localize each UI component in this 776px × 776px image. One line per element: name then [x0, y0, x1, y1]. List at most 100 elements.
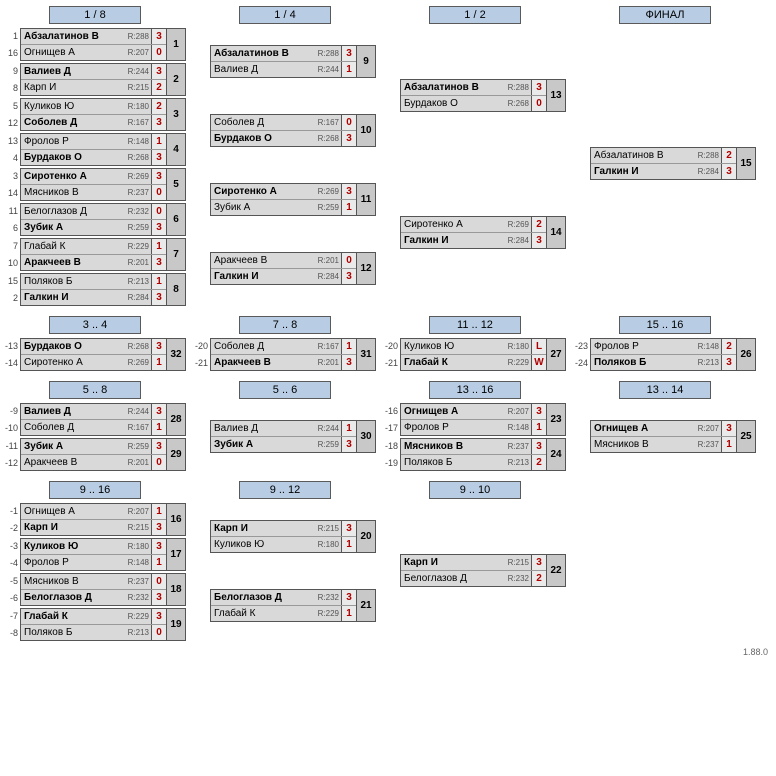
match-17[interactable]: -3-4Куликов ЮR:1803Фролов РR:148117: [4, 538, 186, 571]
player-rating: R:229: [119, 242, 151, 251]
player-score: 1: [341, 62, 356, 77]
player-rating: R:167: [119, 118, 151, 127]
match-16[interactable]: -1-2Огнищев АR:2071Карп ИR:215316: [4, 503, 186, 536]
player-name: Бурдаков О: [21, 341, 119, 352]
match-23[interactable]: -16-17Огнищев АR:2073Фролов РR:148123: [384, 403, 566, 436]
player-score: 3: [721, 164, 736, 179]
match-29[interactable]: -11-12Зубик АR:2593Аракчеев ВR:201029: [4, 438, 186, 471]
match-31[interactable]: -20-21Соболев ДR:1671Аракчеев ВR:201331: [194, 338, 376, 371]
match-id: 10: [357, 114, 376, 147]
match-id: 22: [547, 554, 566, 587]
match-24[interactable]: -18-19Мясников ВR:2373Поляков БR:213224: [384, 438, 566, 471]
player-name: Глабай К: [21, 611, 119, 622]
player-rating: R:232: [309, 593, 341, 602]
player-name: Аракчеев В: [211, 255, 309, 266]
player-name: Куликов Ю: [21, 101, 119, 112]
player-name: Зубик А: [21, 222, 119, 233]
seed-col: -16-17: [384, 403, 400, 436]
player-name: Карп И: [211, 523, 309, 534]
match-21[interactable]: Белоглазов ДR:2323Глабай КR:229121: [194, 589, 376, 622]
player-row: Аракчеев ВR:2010: [21, 455, 166, 470]
match-20[interactable]: Карп ИR:2153Куликов ЮR:180120: [194, 520, 376, 553]
seed-col: [194, 114, 210, 147]
match-22[interactable]: Карп ИR:2153Белоглазов ДR:232222: [384, 554, 566, 587]
player-name: Глабай К: [21, 241, 119, 252]
player-score: 3: [151, 64, 166, 79]
player-score: 3: [341, 131, 356, 146]
player-score: 1: [341, 606, 356, 621]
player-score: 3: [151, 539, 166, 554]
player-score: 3: [341, 46, 356, 61]
player-score: 1: [341, 339, 356, 354]
seed: -1: [4, 506, 18, 516]
player-score: 1: [341, 421, 356, 436]
player-row: Поляков БR:2133: [591, 355, 736, 370]
match-7[interactable]: 710Глабай КR:2291Аракчеев ВR:20137: [4, 238, 186, 271]
match-4[interactable]: 134Фролов РR:1481Бурдаков ОR:26834: [4, 133, 186, 166]
match-pair: Абзалатинов ВR:2883Валиев ДR:2441: [210, 45, 357, 78]
seed: 12: [4, 118, 18, 128]
match-pair: Сиротенко АR:2693Мясников ВR:2370: [20, 168, 167, 201]
match-32[interactable]: -13-14Бурдаков ОR:2683Сиротенко АR:26913…: [4, 338, 186, 371]
player-score: 1: [341, 200, 356, 215]
seed: 2: [4, 293, 18, 303]
player-rating: R:213: [119, 277, 151, 286]
match-3[interactable]: 512Куликов ЮR:1802Соболев ДR:16733: [4, 98, 186, 131]
header-p912: 9 .. 12: [239, 481, 331, 499]
seed-col: [574, 420, 590, 453]
player-name: Глабай К: [401, 357, 499, 368]
player-rating: R:148: [119, 558, 151, 567]
player-score: 3: [151, 590, 166, 605]
match-30[interactable]: Валиев ДR:2441Зубик АR:259330: [194, 420, 376, 453]
match-6[interactable]: 116Белоглазов ДR:2320Зубик АR:25936: [4, 203, 186, 236]
match-14[interactable]: Сиротенко АR:2692Галкин ИR:284314: [384, 216, 566, 249]
player-row: Белоглазов ДR:2320: [21, 204, 166, 220]
match-8[interactable]: 152Поляков БR:2131Галкин ИR:28438: [4, 273, 186, 306]
match-pair: Огнищев АR:2073Мясников ВR:2371: [590, 420, 737, 453]
header-p1316: 13 .. 16: [429, 381, 521, 399]
player-rating: R:284: [499, 236, 531, 245]
match-12[interactable]: Аракчеев ВR:2010Галкин ИR:284312: [194, 252, 376, 285]
player-row: Глабай КR:229W: [401, 355, 546, 370]
match-11[interactable]: Сиротенко АR:2693Зубик АR:259111: [194, 183, 376, 216]
consolation-row2: 5 .. 8 -9-10Валиев ДR:2443Соболев ДR:167…: [4, 379, 772, 473]
match-2[interactable]: 98Валиев ДR:2443Карп ИR:21522: [4, 63, 186, 96]
match-25[interactable]: Огнищев АR:2073Мясников ВR:237125: [574, 420, 756, 453]
player-rating: R:232: [119, 593, 151, 602]
player-rating: R:229: [309, 609, 341, 618]
player-row: Мясников ВR:2370: [21, 574, 166, 590]
match-28[interactable]: -9-10Валиев ДR:2443Соболев ДR:167128: [4, 403, 186, 436]
header-p1112: 11 .. 12: [429, 316, 521, 334]
match-13[interactable]: Абзалатинов ВR:2883Бурдаков ОR:268013: [384, 79, 566, 112]
match-5[interactable]: 314Сиротенко АR:2693Мясников ВR:23705: [4, 168, 186, 201]
player-name: Мясников В: [401, 441, 499, 452]
player-score: 3: [151, 520, 166, 535]
player-name: Куликов Ю: [21, 541, 119, 552]
player-score: 1: [341, 537, 356, 552]
match-27[interactable]: -20-21Куликов ЮR:180LГлабай КR:229W27: [384, 338, 566, 371]
match-18[interactable]: -5-6Мясников ВR:2370Белоглазов ДR:232318: [4, 573, 186, 606]
seed: -8: [4, 628, 18, 638]
seed-col: -13-14: [4, 338, 20, 371]
match-26[interactable]: -23-24Фролов РR:1482Поляков БR:213326: [574, 338, 756, 371]
seed: -21: [194, 358, 208, 368]
match-9[interactable]: Абзалатинов ВR:2883Валиев ДR:24419: [194, 45, 376, 78]
player-name: Огнищев А: [401, 406, 499, 417]
seed: 8: [4, 83, 18, 93]
match-19[interactable]: -7-8Глабай КR:2293Поляков БR:213019: [4, 608, 186, 641]
match-pair: Сиротенко АR:2693Зубик АR:2591: [210, 183, 357, 216]
player-rating: R:268: [119, 153, 151, 162]
player-name: Бурдаков О: [211, 133, 309, 144]
player-row: Аракчеев ВR:2013: [21, 255, 166, 270]
match-pair: Аракчеев ВR:2010Галкин ИR:2843: [210, 252, 357, 285]
match-1[interactable]: 116Абзалатинов ВR:2883Огнищев АR:20701: [4, 28, 186, 61]
consolation-row1: 3 .. 4 -13-14Бурдаков ОR:2683Сиротенко А…: [4, 314, 772, 373]
player-row: Соболев ДR:1673: [21, 115, 166, 130]
player-score: 0: [341, 115, 356, 130]
player-rating: R:269: [119, 358, 151, 367]
player-rating: R:213: [499, 458, 531, 467]
player-score: 1: [151, 274, 166, 289]
player-rating: R:215: [119, 83, 151, 92]
match-15[interactable]: Абзалатинов ВR:2882Галкин ИR:284315: [574, 147, 756, 180]
match-10[interactable]: Соболев ДR:1670Бурдаков ОR:268310: [194, 114, 376, 147]
